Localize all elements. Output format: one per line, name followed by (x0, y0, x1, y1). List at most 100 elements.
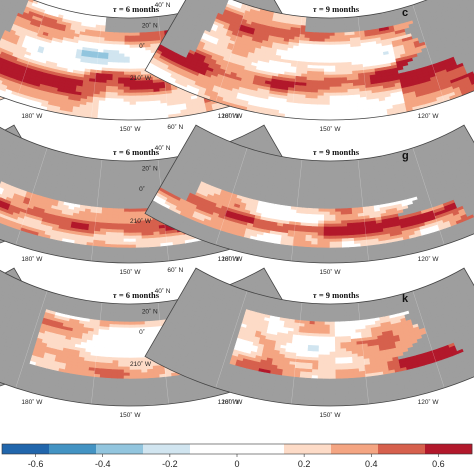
field-cell (119, 32, 126, 37)
land-cell (115, 20, 121, 25)
field-cell (129, 86, 137, 91)
field-cell (129, 59, 136, 64)
field-cell (119, 50, 126, 55)
land-cell (120, 20, 126, 25)
field-cell (117, 107, 125, 112)
land-cell (129, 26, 136, 31)
field-cell (129, 104, 137, 109)
field-cell (123, 104, 131, 109)
field-cell (117, 101, 125, 106)
field-cell (129, 68, 136, 73)
field-cell (119, 47, 126, 52)
field-cell (118, 62, 125, 67)
field-cell (116, 110, 125, 115)
field-cell (129, 35, 136, 40)
field-cell (129, 101, 137, 106)
field-cell (124, 50, 131, 55)
field-cell (119, 44, 126, 49)
field-cell (129, 47, 136, 52)
field-cell (124, 38, 131, 43)
lon-label: 150˚ W (120, 125, 142, 133)
field-cell (135, 62, 142, 67)
field-cell (117, 104, 125, 109)
field-cell (135, 98, 143, 103)
field-cell (123, 95, 131, 100)
field-cell (118, 56, 125, 61)
field-cell (135, 65, 142, 70)
field-cell (118, 80, 125, 85)
field-cell (135, 101, 143, 106)
field-cell (117, 83, 125, 88)
field-cell (118, 77, 125, 82)
field-cell (119, 41, 126, 46)
field-cell (123, 83, 131, 88)
field-cell (134, 50, 141, 55)
field-cell (135, 68, 142, 73)
lon-label: 180˚ W (21, 112, 43, 120)
field-cell (118, 53, 125, 58)
land-cell (115, 23, 121, 28)
field-cell (129, 95, 137, 100)
land-cell (120, 23, 126, 28)
field-cell (124, 35, 131, 40)
field-cell (118, 59, 125, 64)
field-cell (123, 98, 131, 103)
field-cell (123, 101, 131, 106)
field-cell (117, 95, 125, 100)
land-cell (124, 20, 131, 25)
field-cell (124, 65, 131, 70)
field-cell (123, 116, 131, 121)
field-cell (124, 53, 131, 58)
field-cell (117, 86, 125, 91)
field-cell (129, 41, 136, 46)
field-cell (135, 95, 143, 100)
field-cell (135, 110, 144, 115)
field-cell (117, 98, 125, 103)
panel-title: τ = 6 months (113, 4, 160, 14)
field-cell (135, 86, 143, 91)
field-cell (134, 35, 141, 40)
field-cell (135, 104, 143, 109)
land-cell (134, 23, 140, 28)
field-cell (129, 65, 136, 70)
field-cell (124, 32, 131, 37)
field-cell (118, 65, 125, 70)
field-cell (116, 113, 124, 118)
field-cell (129, 89, 137, 94)
field-cell (124, 41, 131, 46)
field-cell (129, 107, 137, 112)
field-cell (124, 59, 131, 64)
field-cell (135, 56, 142, 61)
field-cell (123, 110, 131, 115)
land-cell (129, 23, 136, 28)
field-cell (119, 38, 126, 43)
field-cell (136, 113, 144, 118)
title-text: = 6 months (117, 4, 160, 14)
land-cell (124, 17, 131, 22)
field-cell (124, 62, 131, 67)
field-cell (117, 92, 125, 97)
field-cell (135, 53, 142, 58)
land-cell (115, 26, 121, 31)
field-cell (134, 32, 141, 37)
field-cell (135, 107, 143, 112)
land-cell (134, 20, 140, 25)
field-cell (123, 86, 131, 91)
field-cell (123, 113, 131, 118)
field-cell (124, 47, 131, 52)
field-cell (129, 110, 137, 115)
field-cell (135, 83, 143, 88)
land-cell (134, 29, 141, 34)
land-cell (124, 29, 131, 34)
land-cell (119, 29, 126, 34)
field-cell (118, 74, 125, 79)
land-cell (129, 17, 136, 22)
land-cell (134, 26, 141, 31)
land-cell (129, 29, 136, 34)
field-cell (129, 50, 136, 55)
field-cell (129, 92, 137, 97)
field-cell (129, 113, 137, 118)
field-cell (118, 71, 125, 76)
